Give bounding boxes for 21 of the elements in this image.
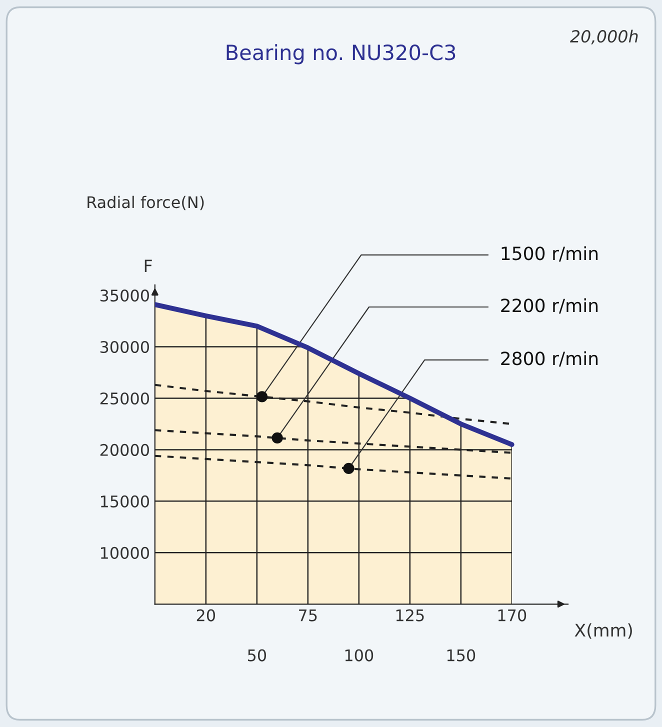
- y-tick-label: 10000: [100, 546, 149, 559]
- x-tick-label: 50: [248, 649, 266, 662]
- x-axis-title: X(mm): [574, 623, 632, 639]
- x-tick-label: 170: [498, 609, 526, 622]
- text: 1500 r/min: [502, 246, 598, 262]
- x-tick-label: 150: [447, 649, 476, 662]
- text: 2800 r/min: [501, 351, 598, 367]
- y-tick-label: 20000: [100, 444, 149, 456]
- x-tick-label: 20: [196, 609, 216, 622]
- y-tick-label: 30000: [100, 340, 149, 354]
- text: 2200 r/min: [501, 298, 598, 314]
- text: F: [144, 260, 152, 272]
- y-tick-label: 25000: [100, 392, 149, 405]
- x-tick-label: 125: [396, 609, 424, 622]
- text: 20,000h: [570, 30, 638, 44]
- x-tick-label: 75: [299, 609, 317, 622]
- y-axis-title: Radial force(N): [88, 196, 204, 210]
- y-tick-label: 15000: [100, 495, 149, 508]
- y-tick-label: 35000: [100, 289, 149, 302]
- chart-title: Bearing no. NU320-C3: [226, 44, 456, 64]
- x-tick-label: 100: [345, 649, 374, 662]
